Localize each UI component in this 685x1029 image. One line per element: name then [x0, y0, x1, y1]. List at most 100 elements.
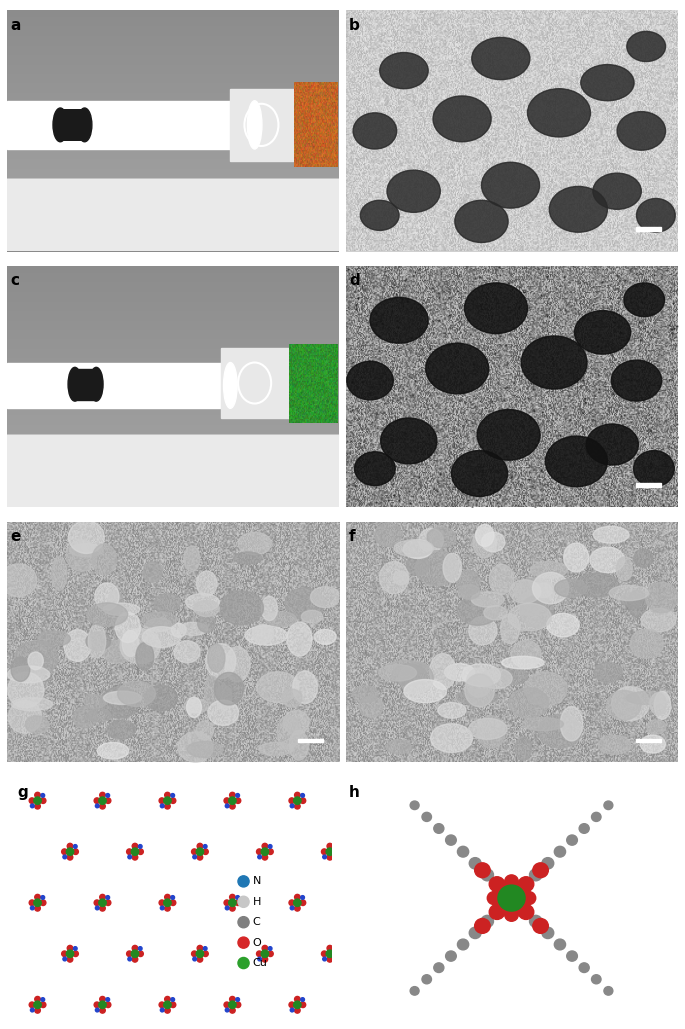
Ellipse shape	[386, 661, 428, 674]
Circle shape	[489, 877, 505, 891]
Ellipse shape	[92, 544, 116, 575]
Text: H: H	[253, 897, 261, 907]
Circle shape	[105, 797, 111, 804]
Circle shape	[294, 1001, 301, 1008]
Circle shape	[132, 946, 138, 951]
Ellipse shape	[469, 718, 507, 740]
Circle shape	[95, 804, 99, 808]
Circle shape	[517, 880, 530, 893]
Text: C: C	[253, 917, 260, 927]
Ellipse shape	[394, 540, 434, 557]
Circle shape	[262, 957, 268, 962]
Ellipse shape	[262, 596, 277, 620]
Circle shape	[30, 1008, 34, 1012]
Ellipse shape	[381, 418, 437, 464]
Circle shape	[192, 951, 197, 957]
Circle shape	[224, 900, 229, 906]
Ellipse shape	[445, 664, 475, 681]
Ellipse shape	[459, 584, 480, 599]
Circle shape	[100, 894, 105, 900]
Ellipse shape	[234, 552, 262, 564]
Ellipse shape	[68, 367, 82, 401]
Circle shape	[164, 906, 171, 911]
Circle shape	[434, 823, 444, 833]
Ellipse shape	[245, 626, 287, 645]
Circle shape	[295, 1007, 300, 1014]
Circle shape	[458, 939, 469, 950]
Ellipse shape	[100, 687, 140, 718]
Circle shape	[34, 1001, 41, 1008]
Ellipse shape	[136, 643, 153, 670]
Ellipse shape	[86, 632, 111, 650]
Circle shape	[35, 996, 40, 1002]
Ellipse shape	[609, 586, 649, 601]
Circle shape	[295, 906, 300, 911]
Ellipse shape	[473, 528, 497, 558]
Circle shape	[203, 947, 207, 951]
Circle shape	[333, 845, 337, 848]
Circle shape	[422, 812, 432, 821]
Bar	[221, 348, 288, 418]
Ellipse shape	[379, 665, 416, 681]
Circle shape	[493, 903, 506, 917]
Circle shape	[522, 891, 536, 904]
Ellipse shape	[455, 201, 508, 243]
Ellipse shape	[223, 362, 237, 409]
Circle shape	[475, 919, 490, 933]
Circle shape	[138, 849, 143, 854]
Circle shape	[63, 855, 66, 859]
Ellipse shape	[628, 590, 647, 616]
Circle shape	[326, 848, 334, 855]
Circle shape	[229, 1001, 236, 1008]
Circle shape	[192, 849, 197, 854]
Circle shape	[94, 797, 100, 804]
Ellipse shape	[590, 547, 625, 573]
Circle shape	[40, 900, 46, 906]
Ellipse shape	[527, 88, 590, 137]
Bar	[636, 484, 661, 487]
Text: O: O	[253, 937, 262, 948]
Circle shape	[138, 951, 143, 957]
Ellipse shape	[8, 701, 42, 734]
Circle shape	[35, 906, 40, 911]
Ellipse shape	[524, 672, 567, 706]
Circle shape	[238, 917, 249, 928]
Ellipse shape	[392, 664, 427, 686]
Ellipse shape	[69, 543, 103, 557]
Circle shape	[493, 880, 506, 893]
Circle shape	[604, 801, 613, 810]
Circle shape	[164, 1001, 171, 1008]
Text: a: a	[10, 17, 21, 33]
Ellipse shape	[184, 546, 200, 571]
Circle shape	[29, 797, 35, 804]
Ellipse shape	[547, 613, 579, 637]
Circle shape	[301, 895, 304, 899]
Ellipse shape	[88, 709, 111, 722]
Circle shape	[159, 797, 164, 804]
Circle shape	[327, 844, 333, 849]
Circle shape	[106, 895, 110, 899]
Circle shape	[105, 1002, 111, 1007]
Circle shape	[35, 894, 40, 900]
Ellipse shape	[593, 526, 629, 543]
Circle shape	[196, 950, 203, 957]
Ellipse shape	[353, 113, 397, 149]
Circle shape	[487, 891, 501, 904]
Circle shape	[327, 957, 333, 962]
Ellipse shape	[386, 740, 411, 754]
Circle shape	[105, 900, 111, 906]
Ellipse shape	[184, 699, 209, 713]
Circle shape	[236, 895, 240, 899]
Circle shape	[410, 987, 419, 995]
Ellipse shape	[379, 562, 409, 594]
Ellipse shape	[630, 629, 663, 659]
Ellipse shape	[612, 686, 649, 720]
Circle shape	[229, 906, 235, 911]
Circle shape	[67, 854, 73, 860]
Ellipse shape	[484, 606, 507, 619]
Ellipse shape	[624, 283, 664, 317]
Ellipse shape	[205, 676, 220, 705]
Circle shape	[73, 845, 77, 848]
Bar	[299, 739, 323, 743]
Circle shape	[203, 951, 208, 957]
